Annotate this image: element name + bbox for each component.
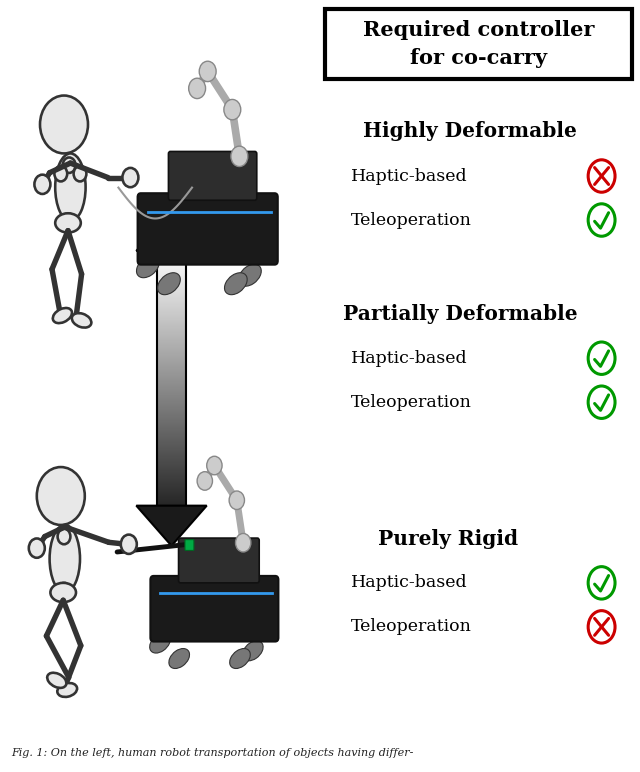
Ellipse shape — [169, 648, 189, 669]
Circle shape — [197, 472, 212, 490]
Text: Purely Rigid: Purely Rigid — [378, 529, 518, 549]
Circle shape — [54, 166, 67, 181]
Circle shape — [121, 534, 137, 554]
Ellipse shape — [58, 683, 77, 697]
Circle shape — [236, 533, 251, 552]
Text: Teleoperation: Teleoperation — [351, 394, 472, 411]
Ellipse shape — [225, 273, 247, 295]
Circle shape — [35, 174, 51, 194]
Circle shape — [58, 529, 70, 544]
Text: Teleoperation: Teleoperation — [351, 618, 472, 635]
FancyBboxPatch shape — [325, 9, 632, 79]
Text: Haptic-based: Haptic-based — [351, 168, 467, 185]
Circle shape — [29, 539, 45, 557]
FancyBboxPatch shape — [185, 540, 194, 550]
Ellipse shape — [239, 264, 261, 286]
Ellipse shape — [53, 308, 72, 323]
Text: Fig. 1: On the left, human robot transportation of objects having differ-: Fig. 1: On the left, human robot transpo… — [12, 748, 414, 758]
Circle shape — [122, 168, 138, 187]
Ellipse shape — [143, 226, 166, 248]
Ellipse shape — [51, 583, 76, 602]
FancyBboxPatch shape — [150, 576, 278, 642]
Circle shape — [231, 146, 248, 167]
Ellipse shape — [150, 633, 170, 653]
Ellipse shape — [47, 672, 67, 688]
Circle shape — [40, 96, 88, 154]
FancyBboxPatch shape — [138, 193, 278, 265]
Ellipse shape — [156, 606, 177, 626]
Ellipse shape — [72, 313, 92, 327]
Text: Haptic-based: Haptic-based — [351, 574, 467, 591]
Circle shape — [229, 491, 244, 510]
Polygon shape — [136, 506, 207, 546]
Polygon shape — [136, 211, 207, 251]
Ellipse shape — [243, 641, 263, 661]
Circle shape — [199, 61, 216, 82]
FancyBboxPatch shape — [168, 151, 257, 200]
Text: Partially Deformable: Partially Deformable — [344, 304, 578, 324]
Ellipse shape — [249, 226, 272, 248]
FancyBboxPatch shape — [179, 538, 259, 583]
Ellipse shape — [55, 154, 86, 221]
Circle shape — [189, 78, 205, 99]
Circle shape — [36, 467, 85, 525]
Circle shape — [207, 456, 222, 475]
Ellipse shape — [157, 273, 180, 295]
Text: Highly Deformable: Highly Deformable — [364, 121, 577, 141]
Ellipse shape — [50, 525, 80, 593]
Text: Haptic-based: Haptic-based — [351, 350, 467, 367]
Ellipse shape — [55, 213, 81, 232]
Ellipse shape — [252, 606, 273, 626]
Circle shape — [63, 157, 76, 173]
Ellipse shape — [136, 256, 159, 278]
Text: Teleoperation: Teleoperation — [351, 212, 472, 229]
Text: Required controller
for co-carry: Required controller for co-carry — [363, 20, 595, 68]
Circle shape — [74, 166, 86, 181]
Circle shape — [224, 100, 241, 120]
Ellipse shape — [230, 648, 250, 669]
Circle shape — [63, 214, 76, 229]
Circle shape — [58, 583, 70, 598]
